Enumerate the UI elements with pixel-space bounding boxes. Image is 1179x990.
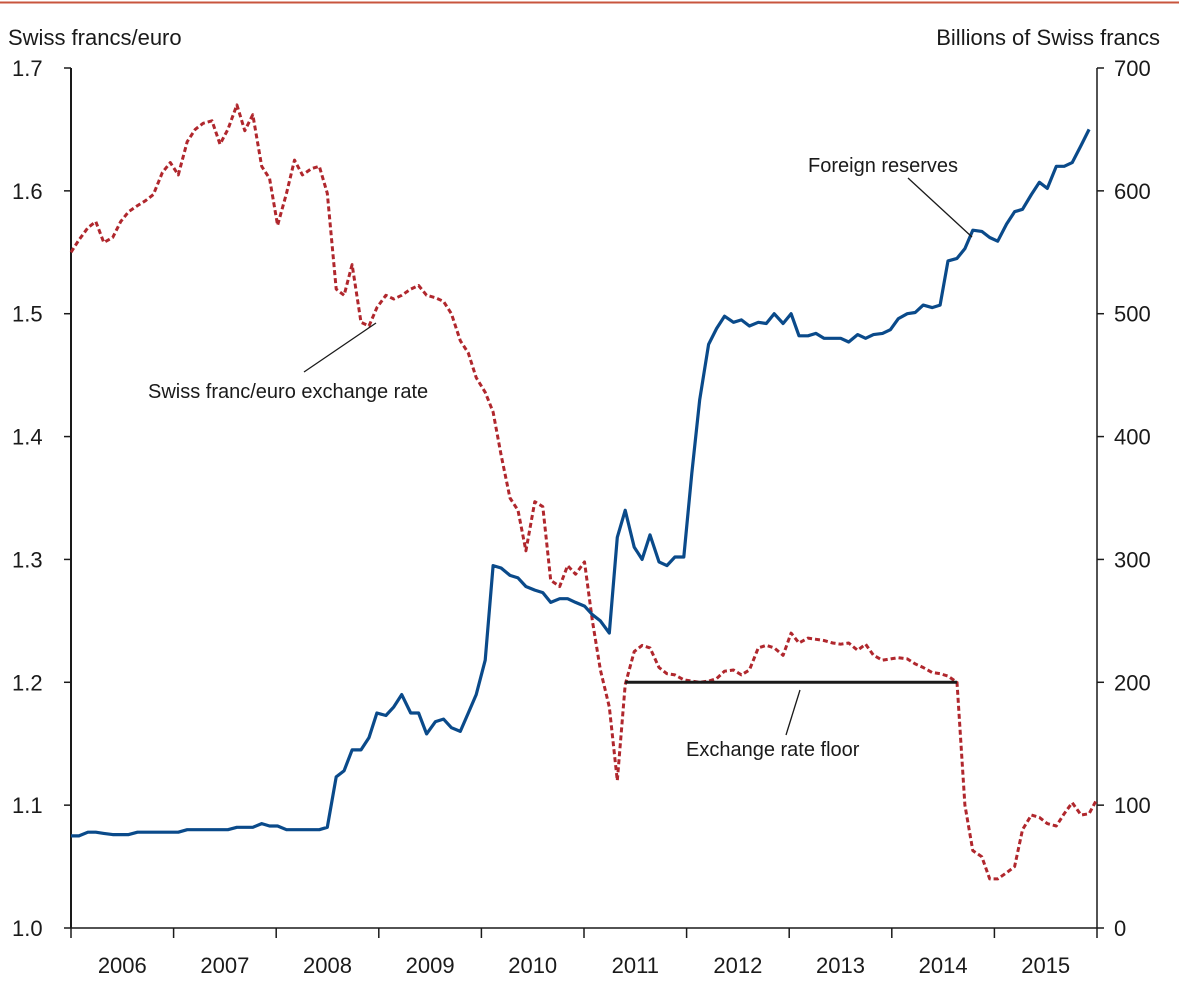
exchange-rate-line: [69, 103, 1099, 881]
x-tick-label: 2010: [508, 953, 557, 978]
left-tick-label: 1.1: [12, 793, 43, 818]
left-tick-label: 1.6: [12, 179, 43, 204]
exchange-rate-label: Swiss franc/euro exchange rate: [148, 381, 428, 403]
x-tick-label: 2012: [713, 953, 762, 978]
right-tick-label: 200: [1114, 670, 1151, 695]
reserves-label: Foreign reserves: [808, 155, 958, 177]
right-tick-label: 300: [1114, 547, 1151, 572]
floor-label: Exchange rate floor: [686, 739, 860, 761]
x-tick-label: 2013: [816, 953, 865, 978]
right-ticks: 0 100 200 300 400 500 600 700: [1097, 56, 1151, 941]
left-tick-label: 1.7: [12, 56, 43, 81]
x-tick-label: 2011: [612, 953, 659, 978]
foreign-reserves-line: [71, 128, 1091, 838]
x-tick-label: 2015: [1021, 953, 1070, 978]
floor-leader-line: [785, 689, 801, 736]
x-ticks: 2006 2007 2008 2009 2010 2011 2012 2013 2014 2015: [70, 928, 1098, 978]
exchange-rate-leader-line: [303, 322, 377, 373]
reserves-leader-line: [907, 177, 973, 238]
x-tick-label: 2007: [200, 953, 249, 978]
left-tick-label: 1.3: [12, 547, 43, 572]
series-layer: [69, 103, 1099, 881]
x-tick-label: 2008: [303, 953, 352, 978]
right-tick-label: 0: [1114, 916, 1126, 941]
left-axis-title: Swiss francs/euro: [8, 25, 182, 50]
x-tick-label: 2006: [98, 953, 147, 978]
x-tick-label: 2014: [919, 953, 968, 978]
left-tick-label: 1.5: [12, 302, 43, 327]
right-axis-title: Billions of Swiss francs: [936, 25, 1160, 50]
right-tick-label: 100: [1114, 793, 1151, 818]
x-tick-label: 2009: [406, 953, 455, 978]
right-tick-label: 400: [1114, 425, 1151, 450]
right-tick-label: 500: [1114, 302, 1151, 327]
right-tick-label: 700: [1114, 56, 1151, 81]
left-tick-label: 1.2: [12, 670, 43, 695]
left-ticks: 1.0 1.1 1.2 1.3 1.4 1.5 1.6 1.7: [12, 56, 71, 941]
right-tick-label: 600: [1114, 179, 1151, 204]
left-tick-label: 1.4: [12, 425, 43, 450]
left-tick-label: 1.0: [12, 916, 43, 941]
